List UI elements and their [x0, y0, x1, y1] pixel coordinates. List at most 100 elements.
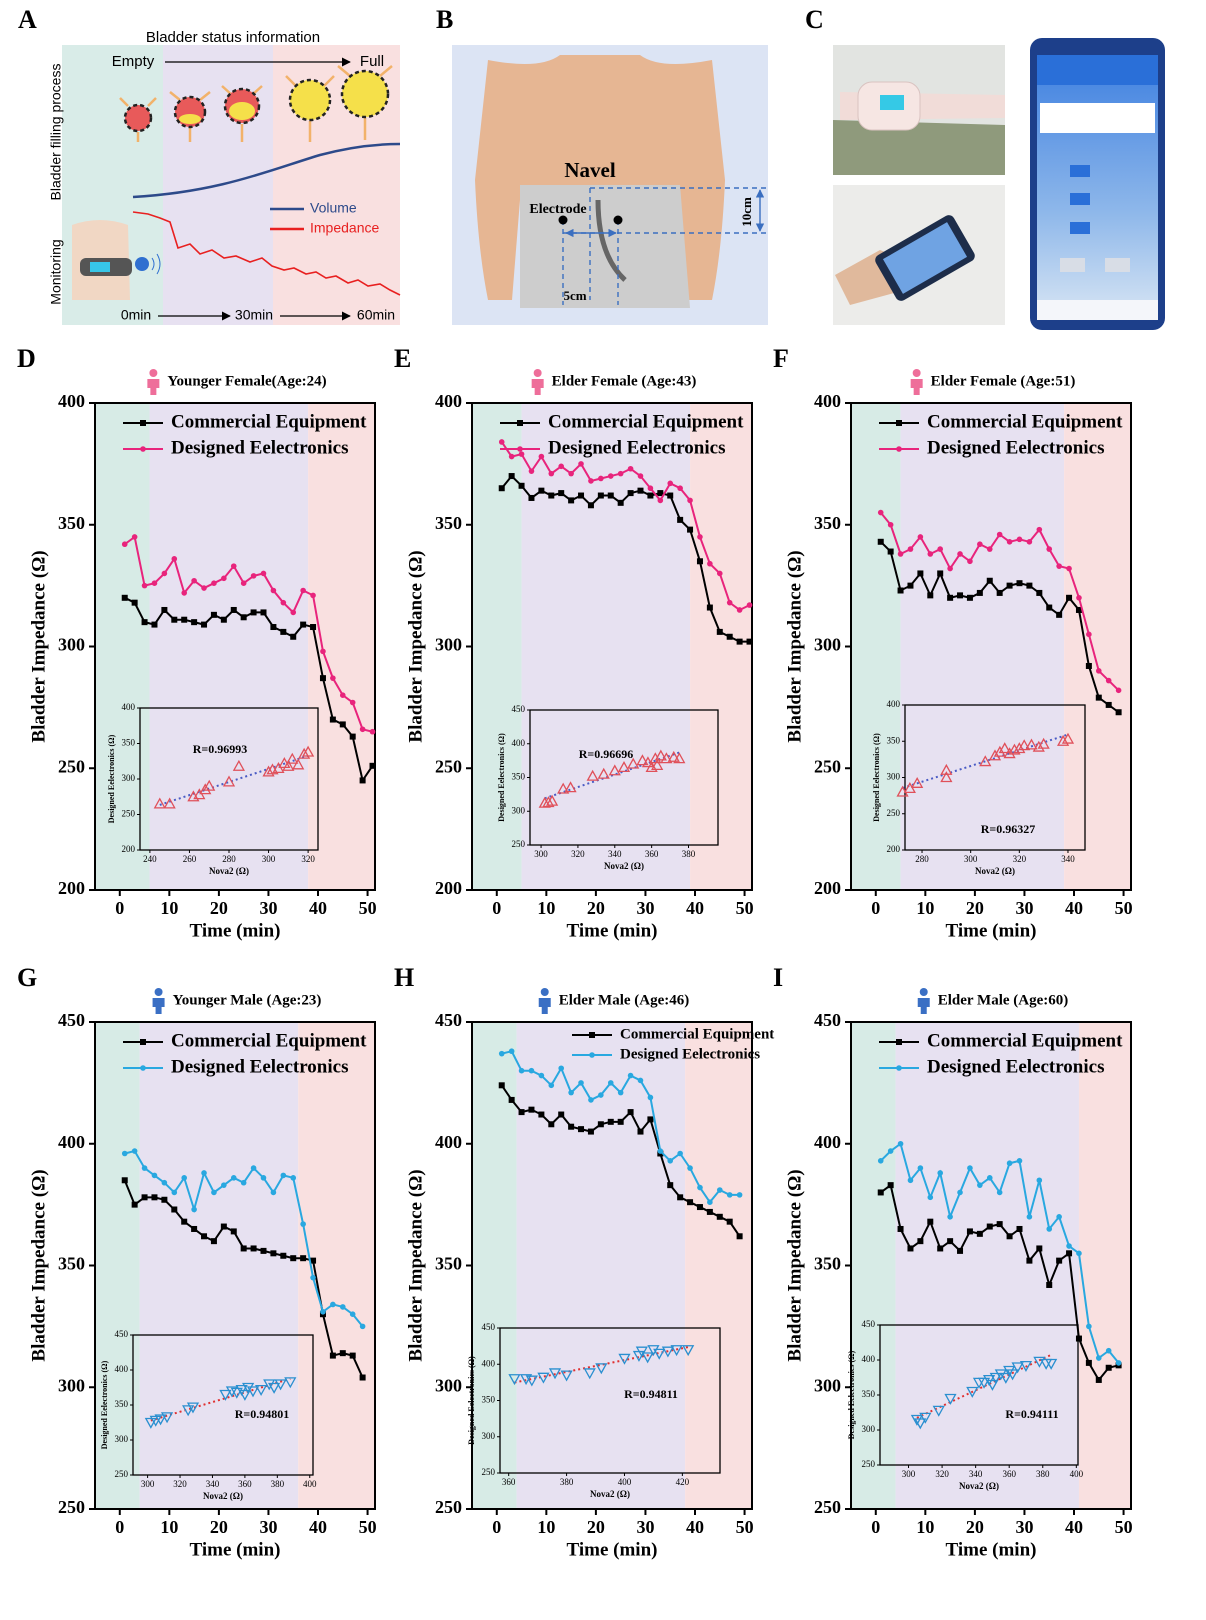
- y-tick-label: 400: [512, 738, 526, 748]
- x-tick-label: 300: [141, 1479, 155, 1489]
- y-tick-label: 250: [115, 1469, 129, 1479]
- point: [300, 588, 306, 594]
- point: [677, 1194, 683, 1200]
- point: [667, 493, 673, 499]
- label: Full: [360, 53, 384, 70]
- point: [1046, 1282, 1052, 1288]
- point: [1076, 595, 1082, 601]
- point: [122, 1177, 128, 1183]
- point: [1036, 1245, 1042, 1251]
- point: [1007, 1233, 1013, 1239]
- x-tick-label: 0: [115, 898, 124, 918]
- y-axis-title: Bladder Impedance (Ω): [28, 1169, 49, 1361]
- point: [1066, 595, 1072, 601]
- y-tick-label: 400: [115, 1364, 129, 1374]
- point: [261, 571, 267, 577]
- point: [687, 1165, 693, 1171]
- annotation: R=0.94801: [235, 1407, 290, 1421]
- point: [1056, 563, 1062, 569]
- person-icon: [911, 379, 923, 395]
- label: Electrode: [529, 202, 586, 217]
- y-tick-label: 300: [122, 773, 136, 783]
- point: [997, 1190, 1003, 1196]
- y-tick-label: 200: [887, 844, 901, 854]
- point: [360, 1375, 366, 1381]
- point: [987, 546, 993, 552]
- chart-title: Younger Male (Age:23): [173, 992, 322, 1008]
- point: [310, 1275, 316, 1281]
- panel-letter: B: [436, 5, 453, 34]
- point: [519, 483, 525, 489]
- point: [907, 1245, 913, 1251]
- point: [997, 532, 1003, 538]
- y-axis-title: Bladder Impedance (Ω): [784, 1169, 805, 1361]
- x-tick-label: 360: [502, 1477, 516, 1487]
- point: [529, 468, 535, 474]
- point: [918, 1165, 924, 1171]
- y-tick-label: 350: [862, 1389, 876, 1399]
- point: [1116, 709, 1122, 715]
- point: [717, 1187, 723, 1193]
- point: [888, 549, 894, 555]
- point: [171, 1190, 177, 1196]
- point: [878, 539, 884, 545]
- point: [697, 558, 703, 564]
- x-tick-label: 30: [259, 1517, 277, 1537]
- x-tick-label: 40: [309, 898, 327, 918]
- x-tick-label: 360: [645, 849, 659, 859]
- point: [888, 1182, 894, 1188]
- point: [260, 1248, 266, 1254]
- phase-band: [901, 403, 1065, 890]
- point: [647, 493, 653, 499]
- point: [340, 1350, 346, 1356]
- point: [598, 1092, 604, 1098]
- y-tick-label: 200: [435, 878, 462, 898]
- point: [568, 471, 574, 477]
- point: [1116, 1360, 1122, 1366]
- y-tick-label: 250: [435, 756, 462, 776]
- annotation: R=0.96327: [981, 822, 1036, 836]
- panel-letter: A: [18, 5, 37, 34]
- x-tick-label: 20: [966, 898, 984, 918]
- panel-letter: C: [805, 5, 824, 34]
- panel-letter: D: [17, 344, 36, 373]
- y-tick-label: 400: [482, 1358, 496, 1368]
- label: 10cm: [739, 197, 754, 227]
- y-axis-title: Bladder Impedance (Ω): [28, 550, 49, 742]
- point: [539, 454, 545, 460]
- y-tick-label: 400: [58, 1132, 85, 1152]
- point: [509, 1097, 515, 1103]
- point: [1026, 583, 1032, 589]
- y-tick-label: 250: [814, 1497, 841, 1517]
- point: [747, 602, 753, 608]
- point: [667, 1158, 673, 1164]
- point: [957, 1190, 963, 1196]
- point: [647, 1116, 653, 1122]
- y-axis-title: Designed Eelectronics (Ω): [847, 1350, 856, 1439]
- annotation: R=0.96696: [579, 747, 634, 761]
- point: [360, 777, 366, 783]
- chart-title: Elder Male (Age:60): [938, 992, 1069, 1008]
- point: [737, 607, 743, 613]
- point: [638, 473, 644, 479]
- x-tick-label: 50: [1115, 1517, 1133, 1537]
- y-tick-label: 400: [122, 702, 136, 712]
- x-tick-label: 320: [173, 1479, 187, 1489]
- point: [957, 1248, 963, 1254]
- y-axis-title: Designed Eelectronics (Ω): [467, 1356, 476, 1445]
- point: [687, 527, 693, 533]
- point: [132, 534, 138, 540]
- point: [967, 558, 973, 564]
- point: [509, 454, 515, 460]
- phase-band: [851, 1022, 896, 1509]
- x-tick-label: 380: [1036, 1469, 1050, 1479]
- legend-marker: [140, 446, 146, 452]
- point: [350, 1353, 356, 1359]
- point: [221, 576, 227, 582]
- person-icon: [149, 369, 157, 377]
- panel-letter: I: [773, 963, 783, 992]
- x-axis-title: Time (min): [567, 1539, 658, 1560]
- annotation: R=0.94111: [1005, 1407, 1058, 1421]
- point: [918, 534, 924, 540]
- point: [1056, 1258, 1062, 1264]
